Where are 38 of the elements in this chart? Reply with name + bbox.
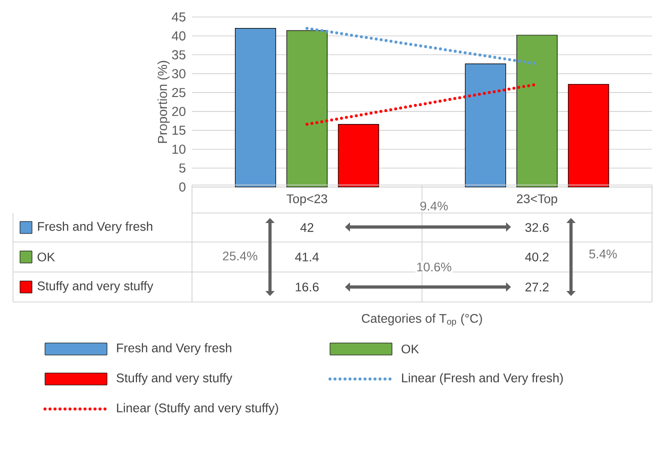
bar: [568, 84, 610, 188]
data-label: 32.6: [525, 223, 549, 232]
y-tick-label: 25: [172, 88, 186, 98]
y-tick-label: 10: [172, 144, 186, 154]
y-tick-label: 0: [179, 182, 186, 192]
legend-label: Stuffy and very stuffy: [38, 281, 154, 293]
text: Categories of T$_{op}$ (°C): [362, 314, 482, 326]
text: Stuffy and very stuffy: [116, 373, 232, 385]
data-label: 16.6: [296, 282, 319, 292]
y-axis-title: Proportion (%): [158, 60, 170, 143]
y-tick-label: 15: [172, 126, 186, 135]
y-tick-label: 35: [172, 50, 186, 60]
text: 25.4%: [222, 252, 258, 260]
y-tick-label: 20: [172, 106, 186, 116]
bar: [516, 34, 558, 188]
text: 5.4%: [589, 250, 617, 258]
legend-label: OK: [402, 344, 419, 354]
x-tick-label: 23<Top: [516, 194, 558, 206]
legend-label: Fresh and Very fresh: [38, 222, 152, 234]
text: 9.4%: [420, 202, 448, 210]
text: OK: [38, 252, 55, 262]
legend-label: Linear (Stuffy and very stuffy): [117, 403, 278, 415]
x-tick-label: Top<23: [286, 194, 328, 206]
legend-label: Linear (Fresh and Very fresh): [402, 373, 563, 385]
y-tick-label: 5: [179, 164, 186, 173]
y-tick-label: 40: [172, 31, 186, 40]
data-label: 41.4: [295, 252, 319, 262]
data-label: 40.2: [525, 252, 549, 262]
y-tick-label: 45: [172, 12, 186, 22]
bar: [234, 28, 276, 188]
bar: [338, 124, 380, 188]
y-tick-label: 30: [172, 69, 186, 78]
bar: [286, 30, 328, 188]
text: 10.6%: [417, 262, 452, 272]
text: Fresh and Very fresh: [117, 343, 232, 355]
data-label: 27.2: [525, 282, 549, 292]
bar: [464, 64, 506, 188]
data-label: 42: [300, 223, 314, 232]
